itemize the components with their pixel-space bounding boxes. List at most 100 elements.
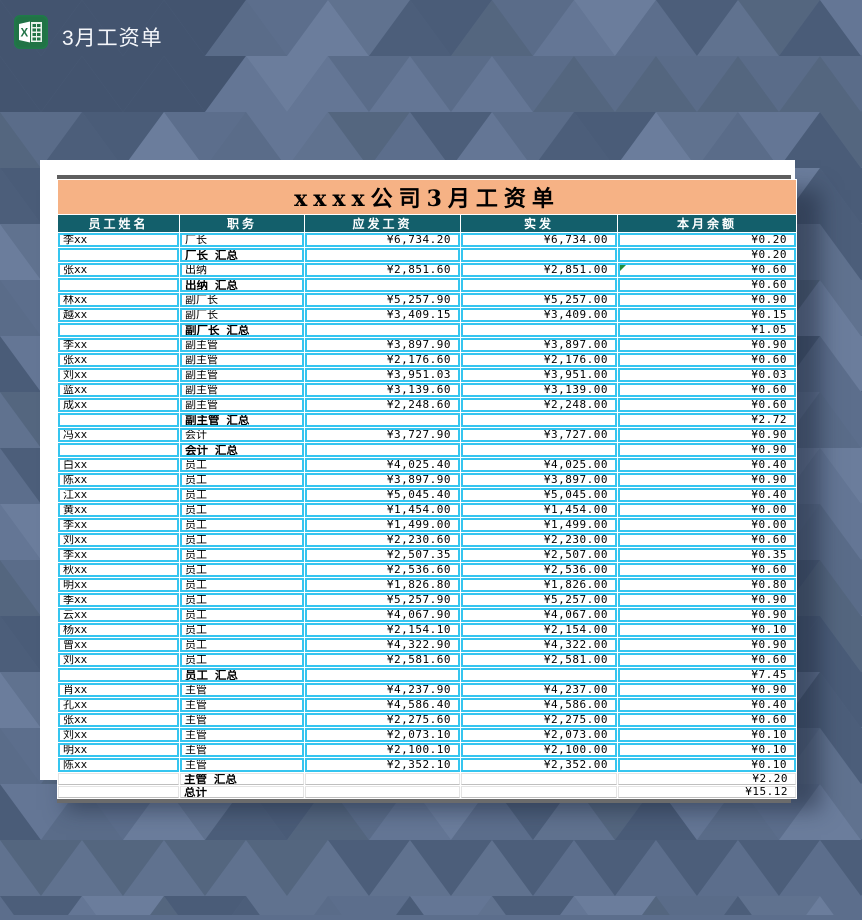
cell-name[interactable]: 张xx bbox=[58, 353, 179, 367]
cell-net[interactable]: ¥2,100.00 bbox=[461, 743, 617, 757]
cell-net[interactable]: ¥4,025.00 bbox=[461, 458, 617, 472]
cell-name[interactable]: 孔xx bbox=[58, 698, 179, 712]
cell-gross[interactable]: ¥2,352.10 bbox=[305, 758, 460, 772]
cell-name[interactable]: 张xx bbox=[58, 713, 179, 727]
cell-balance[interactable]: ¥0.40 bbox=[618, 488, 797, 502]
cell-gross[interactable]: ¥2,073.10 bbox=[305, 728, 460, 742]
cell-gross[interactable] bbox=[305, 443, 460, 457]
cell-gross[interactable]: ¥3,727.90 bbox=[305, 428, 460, 442]
cell-position[interactable]: 厂长 bbox=[180, 233, 304, 247]
cell-balance[interactable]: ¥0.20 bbox=[618, 233, 797, 247]
cell-balance[interactable]: ¥0.10 bbox=[618, 743, 797, 757]
cell-name[interactable]: 刘xx bbox=[58, 368, 179, 382]
cell-position[interactable]: 员工 汇总 bbox=[180, 668, 304, 682]
cell-net[interactable] bbox=[461, 413, 617, 427]
cell-gross[interactable]: ¥3,409.15 bbox=[305, 308, 460, 322]
cell-position[interactable]: 员工 bbox=[180, 608, 304, 622]
cell-balance[interactable]: ¥0.00 bbox=[618, 503, 797, 517]
cell-net[interactable]: ¥2,536.00 bbox=[461, 563, 617, 577]
cell-name[interactable]: 蓝xx bbox=[58, 383, 179, 397]
cell-position[interactable]: 会计 bbox=[180, 428, 304, 442]
cell-net[interactable] bbox=[461, 323, 617, 337]
cell-gross[interactable] bbox=[305, 786, 460, 798]
cell-position[interactable]: 主管 bbox=[180, 743, 304, 757]
cell-position[interactable]: 员工 bbox=[180, 623, 304, 637]
cell-name[interactable]: 云xx bbox=[58, 608, 179, 622]
cell-balance[interactable]: ¥0.00 bbox=[618, 518, 797, 532]
cell-balance[interactable]: ¥0.60 bbox=[618, 353, 797, 367]
cell-name[interactable] bbox=[58, 248, 179, 262]
cell-net[interactable]: ¥1,499.00 bbox=[461, 518, 617, 532]
cell-gross[interactable]: ¥3,897.90 bbox=[305, 473, 460, 487]
cell-net[interactable]: ¥5,257.00 bbox=[461, 293, 617, 307]
cell-balance[interactable]: ¥0.80 bbox=[618, 578, 797, 592]
cell-name[interactable]: 陈xx bbox=[58, 758, 179, 772]
cell-gross[interactable]: ¥2,248.60 bbox=[305, 398, 460, 412]
cell-name[interactable] bbox=[58, 773, 179, 785]
cell-net[interactable]: ¥6,734.00 bbox=[461, 233, 617, 247]
cell-net[interactable]: ¥5,045.00 bbox=[461, 488, 617, 502]
cell-net[interactable]: ¥2,073.00 bbox=[461, 728, 617, 742]
cell-balance[interactable]: ¥0.60 bbox=[618, 263, 797, 277]
cell-position[interactable]: 主管 汇总 bbox=[180, 773, 304, 785]
cell-position[interactable]: 主管 bbox=[180, 758, 304, 772]
cell-gross[interactable]: ¥2,581.60 bbox=[305, 653, 460, 667]
cell-name[interactable]: 曾xx bbox=[58, 638, 179, 652]
cell-position[interactable]: 副主管 bbox=[180, 353, 304, 367]
cell-position[interactable]: 副主管 bbox=[180, 338, 304, 352]
cell-net[interactable] bbox=[461, 786, 617, 798]
cell-balance[interactable]: ¥0.90 bbox=[618, 638, 797, 652]
cell-balance[interactable]: ¥0.40 bbox=[618, 698, 797, 712]
cell-balance[interactable]: ¥0.90 bbox=[618, 473, 797, 487]
cell-gross[interactable]: ¥5,257.90 bbox=[305, 293, 460, 307]
cell-name[interactable]: 刘xx bbox=[58, 533, 179, 547]
cell-balance[interactable]: ¥0.60 bbox=[618, 713, 797, 727]
cell-position[interactable]: 员工 bbox=[180, 518, 304, 532]
cell-net[interactable]: ¥2,851.00 bbox=[461, 263, 617, 277]
cell-net[interactable] bbox=[461, 443, 617, 457]
cell-balance[interactable]: ¥1.05 bbox=[618, 323, 797, 337]
cell-position[interactable]: 副主管 bbox=[180, 398, 304, 412]
cell-gross[interactable]: ¥6,734.20 bbox=[305, 233, 460, 247]
cell-gross[interactable] bbox=[305, 668, 460, 682]
cell-net[interactable]: ¥3,139.00 bbox=[461, 383, 617, 397]
cell-position[interactable]: 副主管 bbox=[180, 383, 304, 397]
cell-name[interactable]: 越xx bbox=[58, 308, 179, 322]
cell-balance[interactable]: ¥0.90 bbox=[618, 593, 797, 607]
cell-gross[interactable]: ¥1,826.80 bbox=[305, 578, 460, 592]
cell-net[interactable]: ¥4,237.00 bbox=[461, 683, 617, 697]
cell-balance[interactable]: ¥0.20 bbox=[618, 248, 797, 262]
cell-balance[interactable]: ¥0.60 bbox=[618, 653, 797, 667]
cell-gross[interactable]: ¥2,100.10 bbox=[305, 743, 460, 757]
column-header-3[interactable]: 应发工资 bbox=[305, 215, 460, 232]
cell-name[interactable]: 成xx bbox=[58, 398, 179, 412]
cell-position[interactable]: 副厂长 汇总 bbox=[180, 323, 304, 337]
cell-position[interactable]: 员工 bbox=[180, 488, 304, 502]
column-header-4[interactable]: 实发 bbox=[461, 215, 617, 232]
cell-balance[interactable]: ¥0.10 bbox=[618, 623, 797, 637]
cell-name[interactable]: 刘xx bbox=[58, 653, 179, 667]
cell-position[interactable]: 出纳 bbox=[180, 263, 304, 277]
cell-gross[interactable]: ¥5,257.90 bbox=[305, 593, 460, 607]
cell-position[interactable]: 会计 汇总 bbox=[180, 443, 304, 457]
cell-balance[interactable]: ¥0.90 bbox=[618, 683, 797, 697]
cell-net[interactable] bbox=[461, 278, 617, 292]
cell-name[interactable]: 季xx bbox=[58, 593, 179, 607]
cell-name[interactable]: 明xx bbox=[58, 578, 179, 592]
cell-net[interactable]: ¥1,826.00 bbox=[461, 578, 617, 592]
cell-gross[interactable]: ¥4,322.90 bbox=[305, 638, 460, 652]
cell-gross[interactable] bbox=[305, 323, 460, 337]
cell-balance[interactable]: ¥0.35 bbox=[618, 548, 797, 562]
cell-balance[interactable]: ¥0.15 bbox=[618, 308, 797, 322]
cell-position[interactable]: 厂长 汇总 bbox=[180, 248, 304, 262]
cell-net[interactable]: ¥2,248.00 bbox=[461, 398, 617, 412]
cell-name[interactable] bbox=[58, 668, 179, 682]
cell-balance[interactable]: ¥0.90 bbox=[618, 443, 797, 457]
cell-gross[interactable]: ¥3,897.90 bbox=[305, 338, 460, 352]
cell-gross[interactable]: ¥2,275.60 bbox=[305, 713, 460, 727]
cell-balance[interactable]: ¥0.60 bbox=[618, 533, 797, 547]
cell-balance[interactable]: ¥0.60 bbox=[618, 563, 797, 577]
cell-position[interactable]: 副主管 汇总 bbox=[180, 413, 304, 427]
cell-balance[interactable]: ¥0.90 bbox=[618, 338, 797, 352]
cell-gross[interactable]: ¥2,176.60 bbox=[305, 353, 460, 367]
